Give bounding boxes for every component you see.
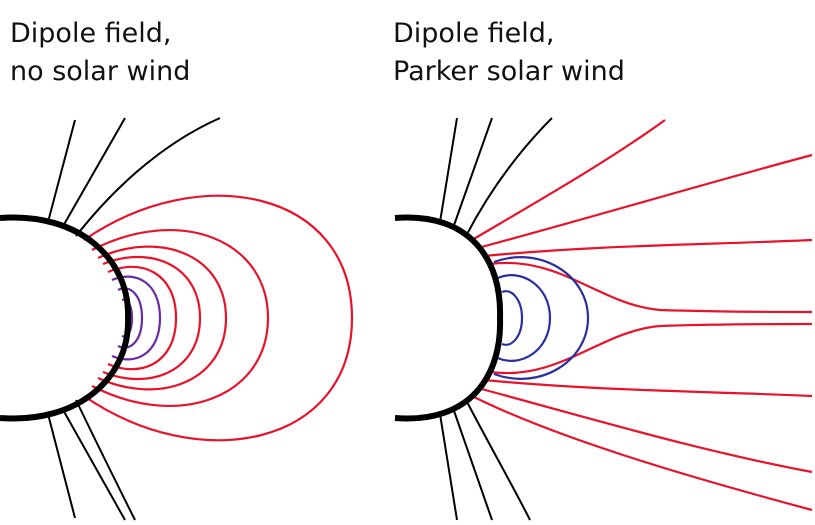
closed-loop (501, 290, 524, 346)
right-panel (394, 117, 813, 521)
closed-loop (107, 265, 178, 371)
closed-loop (83, 194, 354, 442)
closed-loop (117, 287, 144, 349)
sun (394, 214, 504, 422)
closed-loop (97, 245, 228, 391)
panel-title-line: Dipole field, (10, 18, 172, 49)
panel-title-line: Parker solar wind (393, 56, 625, 87)
open-field-lines (439, 117, 553, 237)
closed-loop (497, 274, 552, 362)
sun (0, 214, 132, 422)
open-field-lines (47, 117, 221, 237)
open-field-lines (439, 399, 531, 521)
closed-loop (102, 255, 202, 381)
open-field-line (483, 238, 813, 258)
closed-loop (493, 256, 590, 380)
open-field-line (483, 378, 813, 398)
panel-title-line: no solar wind (10, 56, 190, 87)
panel-title-line: Dipole field, (393, 18, 555, 49)
left-panel (0, 117, 354, 521)
open-field-line (471, 119, 666, 241)
open-field-line (477, 386, 813, 474)
open-field-line (471, 395, 813, 512)
closed-loop (91, 229, 270, 407)
open-field-line (489, 322, 813, 375)
closed-loop (111, 275, 162, 361)
open-field-lines (47, 399, 136, 521)
open-field-line (489, 261, 813, 314)
open-field-line (477, 153, 813, 250)
